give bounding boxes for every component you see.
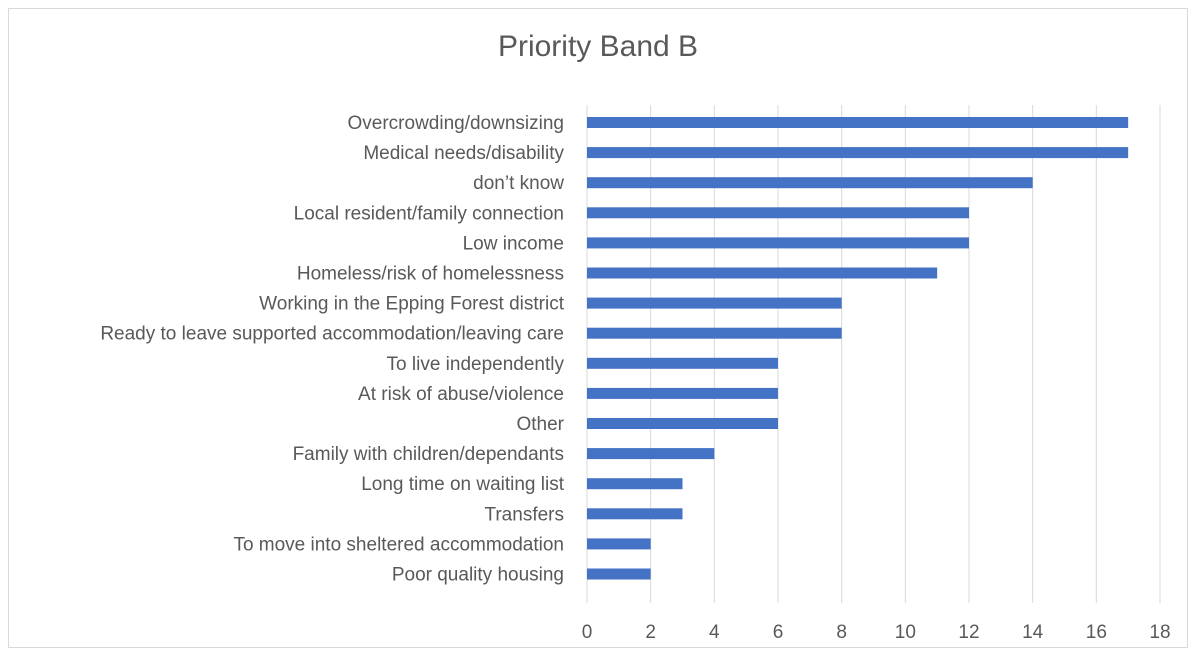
- bar: [587, 327, 842, 339]
- bar: [587, 357, 778, 369]
- x-tick-label: 2: [645, 622, 656, 643]
- bar: [587, 297, 842, 309]
- x-tick-label: 8: [836, 622, 847, 643]
- category-label: don’t know: [473, 173, 564, 194]
- category-label: To live independently: [387, 354, 565, 375]
- bar: [587, 267, 938, 279]
- category-label: Working in the Epping Forest district: [259, 294, 565, 315]
- category-label: At risk of abuse/violence: [358, 384, 564, 405]
- x-tick-label: 14: [1022, 622, 1044, 643]
- bar: [587, 117, 1129, 128]
- category-label: Transfers: [484, 504, 564, 525]
- x-tick-label: 16: [1086, 622, 1107, 643]
- bar: [587, 448, 715, 460]
- bar: [587, 418, 778, 429]
- x-tick-label: 10: [895, 622, 916, 643]
- category-label: Ready to leave supported accommodation/l…: [100, 324, 564, 345]
- category-label: Other: [516, 414, 564, 435]
- bar: [587, 568, 651, 580]
- category-label: Low income: [463, 233, 564, 254]
- x-tick-label: 12: [958, 622, 979, 643]
- category-label: Long time on waiting list: [361, 474, 564, 495]
- bar: [587, 207, 969, 219]
- bar: [587, 478, 683, 490]
- bar: [587, 508, 683, 520]
- x-tick-label: 18: [1149, 622, 1170, 643]
- bar: [587, 147, 1129, 159]
- category-label: Local resident/family connection: [294, 203, 564, 224]
- x-tick-label: 4: [709, 622, 720, 643]
- category-label: Medical needs/disability: [363, 143, 564, 164]
- category-label: Homeless/risk of homelessness: [297, 264, 564, 285]
- category-label: To move into sheltered accommodation: [233, 534, 564, 555]
- bar: [587, 387, 778, 399]
- x-tick-label: 0: [582, 622, 593, 643]
- x-tick-label: 6: [773, 622, 784, 643]
- category-label: Family with children/dependants: [293, 444, 564, 465]
- bar: [587, 237, 969, 249]
- bar: [587, 538, 651, 550]
- category-label: Poor quality housing: [392, 565, 564, 586]
- category-label: Overcrowding/downsizing: [348, 113, 565, 134]
- bar: [587, 177, 1033, 189]
- chart-title: Priority Band B: [497, 30, 699, 63]
